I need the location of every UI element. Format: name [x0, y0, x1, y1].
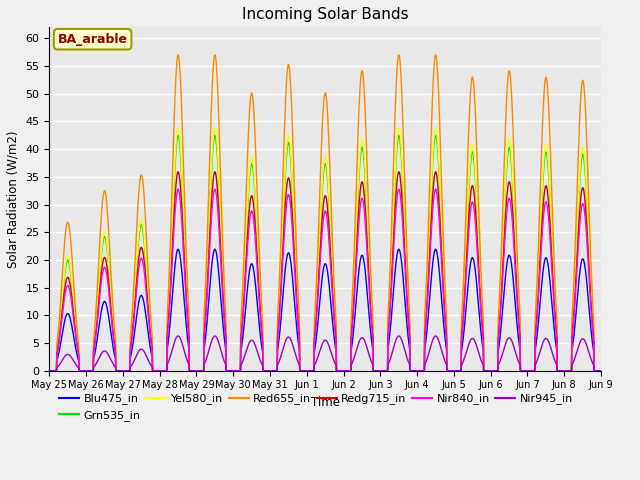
- Grn535_in: [232, 368, 239, 373]
- Nir840_in: [232, 368, 239, 373]
- Line: Nir945_in: Nir945_in: [49, 336, 637, 371]
- Blu475_in: [626, 368, 634, 373]
- Red655_in: [521, 368, 529, 373]
- Line: Red655_in: Red655_in: [49, 55, 637, 371]
- Blu475_in: [45, 368, 53, 373]
- Grn535_in: [554, 368, 562, 373]
- Grn535_in: [626, 368, 634, 373]
- Nir945_in: [634, 368, 640, 373]
- Nir840_in: [45, 368, 53, 373]
- Blu475_in: [554, 368, 562, 373]
- Yel580_in: [554, 368, 562, 373]
- Redg715_in: [521, 368, 529, 373]
- Red655_in: [554, 368, 562, 373]
- Line: Nir840_in: Nir840_in: [49, 189, 637, 371]
- X-axis label: Time: Time: [310, 396, 340, 409]
- Blu475_in: [380, 368, 387, 373]
- Nir945_in: [380, 368, 387, 373]
- Redg715_in: [174, 169, 182, 175]
- Yel580_in: [232, 368, 239, 373]
- Red655_in: [45, 368, 53, 373]
- Yel580_in: [174, 125, 182, 131]
- Redg715_in: [634, 368, 640, 373]
- Nir945_in: [232, 368, 239, 373]
- Nir945_in: [104, 351, 112, 357]
- Line: Redg715_in: Redg715_in: [49, 172, 637, 371]
- Nir945_in: [174, 333, 182, 339]
- Redg715_in: [380, 368, 387, 373]
- Yel580_in: [45, 368, 53, 373]
- Redg715_in: [104, 274, 112, 280]
- Nir840_in: [174, 186, 182, 192]
- Nir945_in: [626, 368, 634, 373]
- Y-axis label: Solar Radiation (W/m2): Solar Radiation (W/m2): [7, 130, 20, 268]
- Yel580_in: [104, 253, 112, 259]
- Yel580_in: [634, 368, 640, 373]
- Red655_in: [232, 368, 239, 373]
- Nir840_in: [554, 368, 562, 373]
- Yel580_in: [380, 368, 387, 373]
- Nir840_in: [104, 282, 112, 288]
- Redg715_in: [45, 368, 53, 373]
- Blu475_in: [634, 368, 640, 373]
- Title: Incoming Solar Bands: Incoming Solar Bands: [242, 7, 408, 22]
- Yel580_in: [521, 368, 529, 373]
- Line: Yel580_in: Yel580_in: [49, 128, 637, 371]
- Nir945_in: [521, 368, 529, 373]
- Redg715_in: [232, 368, 239, 373]
- Nir840_in: [380, 368, 387, 373]
- Nir945_in: [554, 368, 562, 373]
- Grn535_in: [380, 368, 387, 373]
- Redg715_in: [626, 368, 634, 373]
- Grn535_in: [104, 257, 112, 263]
- Line: Blu475_in: Blu475_in: [49, 249, 637, 371]
- Grn535_in: [634, 368, 640, 373]
- Grn535_in: [521, 368, 529, 373]
- Nir945_in: [45, 368, 53, 373]
- Grn535_in: [174, 132, 182, 138]
- Red655_in: [104, 219, 112, 225]
- Redg715_in: [554, 368, 562, 373]
- Nir840_in: [521, 368, 529, 373]
- Red655_in: [634, 368, 640, 373]
- Red655_in: [380, 368, 387, 373]
- Nir840_in: [626, 368, 634, 373]
- Blu475_in: [521, 368, 529, 373]
- Nir840_in: [634, 368, 640, 373]
- Grn535_in: [45, 368, 53, 373]
- Text: BA_arable: BA_arable: [58, 33, 127, 46]
- Red655_in: [174, 52, 182, 58]
- Blu475_in: [104, 311, 112, 316]
- Blu475_in: [174, 246, 182, 252]
- Legend: Blu475_in, Grn535_in, Yel580_in, Red655_in, Redg715_in, Nir840_in, Nir945_in: Blu475_in, Grn535_in, Yel580_in, Red655_…: [55, 389, 577, 425]
- Blu475_in: [232, 368, 239, 373]
- Yel580_in: [626, 368, 634, 373]
- Red655_in: [626, 368, 634, 373]
- Line: Grn535_in: Grn535_in: [49, 135, 637, 371]
